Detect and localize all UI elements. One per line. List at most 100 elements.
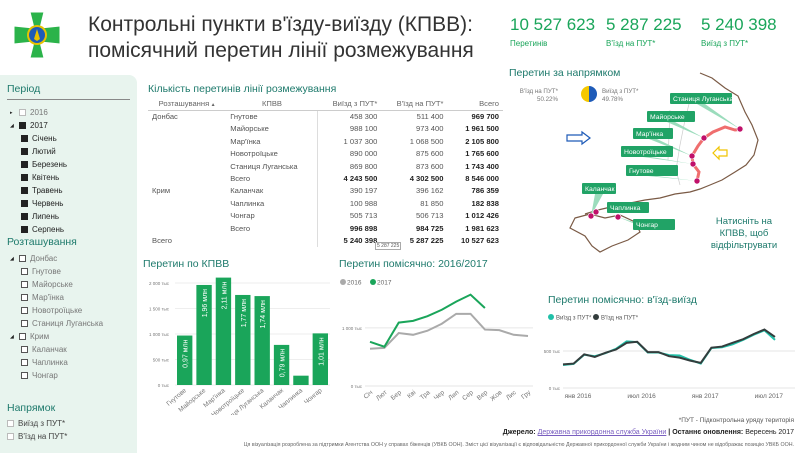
checkpoint-label-box[interactable]	[607, 202, 649, 213]
checkbox[interactable]	[19, 255, 26, 262]
checkpoint-pin[interactable]	[688, 152, 696, 160]
slicer-item-month[interactable]: Січень	[21, 132, 130, 145]
bar[interactable]	[273, 344, 290, 385]
bar[interactable]	[312, 333, 328, 385]
checkpoint-pin[interactable]	[693, 177, 701, 185]
checkbox[interactable]	[21, 346, 28, 353]
checkbox[interactable]	[21, 372, 28, 379]
checkpoint-pin[interactable]	[592, 208, 600, 216]
y-tick-label: 500 тыс	[153, 358, 170, 363]
checkbox-checked[interactable]	[21, 226, 28, 233]
legend-label[interactable]: Виїзд з ПУТ*	[556, 316, 592, 322]
pie-slice-entry[interactable]	[581, 86, 589, 102]
slicer-item-month[interactable]: Березень	[21, 158, 130, 171]
slicer-item-month[interactable]: Квітень	[21, 171, 130, 184]
checkbox-checked[interactable]	[21, 161, 28, 168]
bar[interactable]	[235, 294, 251, 385]
pie-slice-exit[interactable]	[589, 86, 597, 102]
checkbox-checked[interactable]	[21, 148, 28, 155]
checkpoint-label-box[interactable]	[633, 219, 675, 230]
column-header[interactable]: В'їзд на ПУТ*	[381, 98, 448, 111]
legend-label[interactable]: В'їзд на ПУТ*	[601, 316, 639, 322]
checkbox-checked[interactable]	[21, 174, 28, 181]
period-slicer[interactable]: ▸ 2016 ◢ 2017 Січень Лютий Березень Квітень Тр…	[7, 106, 130, 234]
checkbox[interactable]	[19, 109, 26, 116]
checkbox[interactable]	[21, 307, 28, 314]
source-link[interactable]: Державна прикордонна служба України	[537, 429, 667, 436]
slicer-item-month[interactable]: Серпень	[21, 223, 130, 234]
expand-icon[interactable]: ▸	[10, 109, 13, 116]
column-header[interactable]: Всего	[447, 98, 503, 111]
page-title: Контрольні пункти в'їзду-виїзду (КПВВ): п…	[88, 12, 474, 64]
checkbox[interactable]	[21, 294, 28, 301]
checkpoint-label-box[interactable]	[670, 93, 732, 104]
checkbox[interactable]	[21, 281, 28, 288]
checkbox-checked[interactable]	[21, 135, 28, 142]
bar[interactable]	[215, 277, 232, 385]
data-label: 0,79 млн	[280, 349, 287, 377]
checkpoint-label-box[interactable]	[633, 128, 673, 139]
column-header[interactable]: КПВВ	[226, 98, 318, 111]
checkbox[interactable]	[7, 433, 14, 440]
slicer-item-checkpoint[interactable]: Станиця Луганська	[21, 317, 130, 330]
slicer-item-checkpoint[interactable]: Чонгар	[21, 369, 130, 382]
bar[interactable]	[293, 375, 309, 385]
slicer-item-2017[interactable]: ◢ 2017	[10, 119, 130, 132]
collapse-icon[interactable]: ◢	[10, 255, 14, 262]
checkbox-checked[interactable]	[21, 187, 28, 194]
checkpoint-pin[interactable]	[587, 212, 595, 220]
pie-value: 49.78%	[602, 96, 623, 103]
collapse-icon[interactable]: ◢	[10, 122, 14, 129]
checkpoint-label-box[interactable]	[647, 111, 695, 122]
checkbox-checked[interactable]	[21, 200, 28, 207]
checkpoint-label-box[interactable]	[626, 165, 678, 176]
checkbox[interactable]	[21, 359, 28, 366]
collapse-icon[interactable]: ◢	[10, 333, 14, 340]
slicer-item-month[interactable]: Липень	[21, 210, 130, 223]
column-header[interactable]: Виїзд з ПУТ*	[317, 98, 382, 111]
checkbox-checked[interactable]	[21, 213, 28, 220]
x-tick-label: Кві	[406, 388, 418, 400]
slicer-item-month[interactable]: Травень	[21, 184, 130, 197]
slicer-item-month[interactable]: Лютий	[21, 145, 130, 158]
checkpoint-label-box[interactable]	[582, 183, 616, 194]
column-header-sorted[interactable]: Розташування ▲	[148, 98, 227, 111]
bar[interactable]	[254, 296, 270, 385]
bar[interactable]	[177, 335, 193, 385]
series-line[interactable]	[562, 328, 776, 366]
checkpoint-pin[interactable]	[689, 160, 697, 168]
legend-label[interactable]: 2017	[377, 280, 392, 287]
bar[interactable]	[196, 284, 212, 385]
pie-chart-title: Перетин за напрямком	[509, 67, 621, 79]
checkbox[interactable]	[21, 268, 28, 275]
direction-slicer[interactable]: Виїзд з ПУТ* В'їзд на ПУТ*	[7, 417, 130, 443]
slicer-item-checkpoint[interactable]: Мар'їнка	[21, 291, 130, 304]
legend-label[interactable]: 2016	[347, 280, 362, 287]
slicer-item-checkpoint[interactable]: Новотроїцьке	[21, 304, 130, 317]
slicer-item-direction[interactable]: В'їзд на ПУТ*	[7, 430, 130, 443]
slicer-item-2016[interactable]: ▸ 2016	[10, 106, 130, 119]
subtotal-row: Всего 4 243 500 4 302 500 8 546 000	[148, 172, 503, 185]
table-cell: Станиця Луганська	[230, 161, 298, 171]
checkpoint-label-box[interactable]	[621, 146, 673, 157]
checkbox[interactable]	[21, 320, 28, 327]
location-slicer[interactable]: ◢ Донбас Гнутове Майорське Мар'їнка Новотроїц…	[7, 252, 130, 382]
slicer-item-region[interactable]: ◢ Донбас	[10, 252, 130, 265]
checkbox-checked[interactable]	[19, 122, 26, 129]
series-line-2017[interactable]	[369, 293, 486, 348]
checkbox[interactable]	[19, 333, 26, 340]
slicer-item-month[interactable]: Червень	[21, 197, 130, 210]
slicer-item-checkpoint[interactable]: Гнутове	[21, 265, 130, 278]
series-line[interactable]	[562, 329, 776, 367]
sort-ascending-icon[interactable]: ▲	[209, 102, 216, 109]
series-line-2016[interactable]	[369, 312, 529, 350]
slicer-item-checkpoint[interactable]: Чаплинка	[21, 356, 130, 369]
slicer-item-direction[interactable]: Виїзд з ПУТ*	[7, 417, 130, 430]
checkpoint-pin[interactable]	[736, 125, 744, 133]
slicer-item-checkpoint[interactable]: Каланчак	[21, 343, 130, 356]
slicer-item-checkpoint[interactable]: Майорське	[21, 278, 130, 291]
checkbox[interactable]	[7, 420, 14, 427]
checkpoint-pin[interactable]	[614, 213, 622, 221]
slicer-item-region[interactable]: ◢ Крим	[10, 330, 130, 343]
checkpoint-pin[interactable]	[700, 134, 708, 142]
